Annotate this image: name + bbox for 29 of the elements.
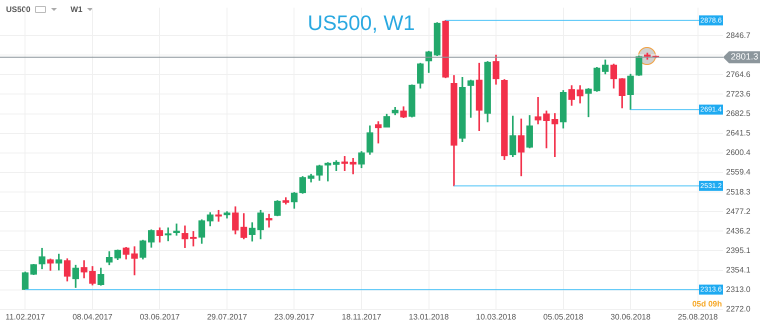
x-tick-label: 23.09.2017 xyxy=(274,312,315,322)
y-tick-label: 2272.0 xyxy=(726,304,752,314)
x-tick-label: 30.06.2018 xyxy=(610,312,652,322)
y-tick-label: 2846.7 xyxy=(726,30,752,40)
y-tick-label: 2723.6 xyxy=(726,89,752,98)
y-tick-label: 2518.3 xyxy=(726,187,752,196)
x-tick-label: 29.07.2017 xyxy=(206,312,248,322)
annotation: W1 xyxy=(70,5,82,14)
y-tick-label: 2395.1 xyxy=(726,246,752,255)
x-tick-label: 03.06.2017 xyxy=(140,312,180,322)
y-tick-label: 2436.2 xyxy=(726,226,752,236)
x-tick-label: 11.02.2017 xyxy=(5,312,46,322)
x-tick-label: 10.03.2018 xyxy=(476,312,517,322)
y-tick-label: 2600.4 xyxy=(726,148,752,158)
x-tick-label: 18.11.2017 xyxy=(342,312,382,322)
chart-title: US500, W1 xyxy=(308,12,415,35)
x-tick-label: 13.01.2018 xyxy=(408,312,450,322)
ref-line-label: 2801.3 xyxy=(730,52,758,62)
y-tick-label: 2559.4 xyxy=(726,168,752,177)
y-tick-label: 2682.5 xyxy=(726,109,752,118)
x-tick-label: 05.05.2018 xyxy=(543,312,584,322)
x-tick-label: 25.08.2018 xyxy=(678,312,718,322)
y-tick-label: 2313.0 xyxy=(726,285,752,294)
y-tick-label: 2641.5 xyxy=(726,128,752,138)
y-tick-label: 2477.2 xyxy=(726,206,752,216)
annotation: 05d 09h xyxy=(692,300,722,309)
y-tick-label: 2354.1 xyxy=(726,265,752,274)
x-tick-label: 08.04.2017 xyxy=(72,312,114,322)
y-tick-label: 2764.6 xyxy=(726,70,752,79)
